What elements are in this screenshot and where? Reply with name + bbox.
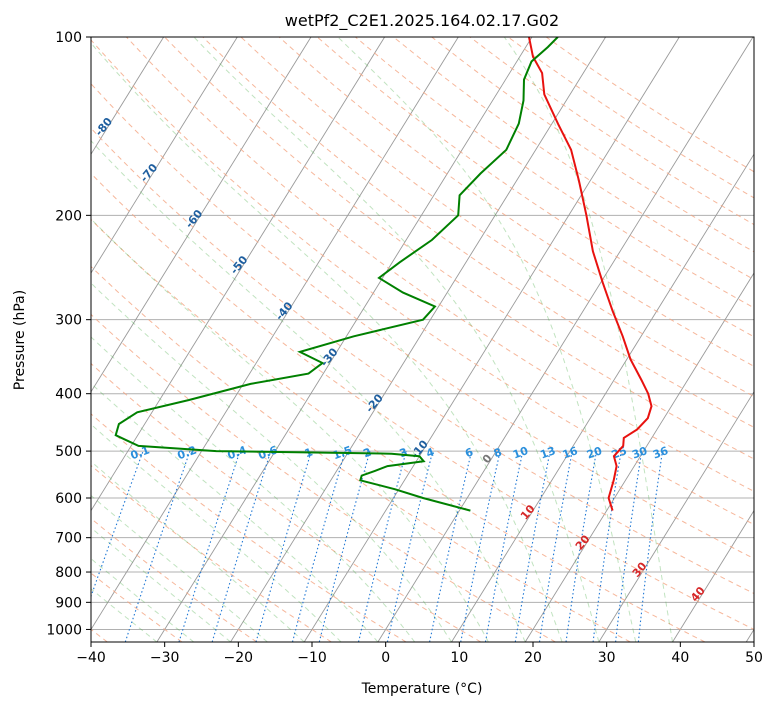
dry-adiabat-80 (91, 39, 754, 526)
mixing-ratio-line-6 (429, 450, 473, 642)
y-tick-label: 500 (55, 444, 82, 460)
x-tick-label: −40 (76, 650, 106, 666)
mixing-ratio-line-2 (318, 450, 371, 642)
dry-adiabat-50 (91, 172, 754, 630)
x-tick-label: −10 (297, 650, 327, 666)
mixing-ratio-line-25 (592, 451, 622, 642)
isotherm-30 (598, 390, 754, 642)
chart-title: wetPf2_C2E1.2025.164.02.17.G02 (285, 11, 559, 31)
mixing-ratio-line-20 (565, 451, 598, 642)
isotherm-0 (377, 37, 754, 642)
mixing-ratio-label: 16 (561, 444, 580, 462)
y-tick-label: 600 (55, 491, 82, 507)
isotherm-10 (451, 153, 754, 642)
x-axis-ticks: −40 −30 −20 −10 0 10 20 30 40 50 (76, 642, 763, 666)
y-tick-label: 100 (55, 30, 82, 46)
y-tick-label: 400 (55, 387, 82, 403)
y-tick-label: 700 (55, 531, 82, 547)
moist-adiabat-15 (91, 218, 489, 642)
y-tick-label: 1000 (46, 622, 82, 638)
mixing-ratio-line-1.5 (291, 450, 346, 642)
mixing-ratio-line-0.4 (178, 450, 241, 642)
dry-adiabat-140 (316, 37, 754, 338)
mixing-ratio-label: 6 (463, 445, 475, 460)
mixing-ratio-label: 8 (492, 445, 504, 460)
mixing-ratio-label: 36 (651, 444, 670, 462)
x-tick-label: 50 (745, 650, 763, 666)
mixing-ratio-lines (91, 450, 664, 642)
isotherm--80 (91, 37, 165, 156)
moist-adiabat--20 (91, 527, 231, 642)
x-axis-label: Temperature (°C) (361, 681, 483, 697)
x-tick-label: 20 (524, 650, 542, 666)
y-tick-label: 800 (55, 565, 82, 581)
mixing-ratio-line-1 (255, 450, 312, 642)
dry-adiabat-100 (164, 37, 754, 460)
x-tick-label: 30 (598, 650, 616, 666)
mixing-ratio-line-0.6 (211, 450, 272, 642)
y-axis-ticks: 100 200 300 400 500 600 700 800 900 1000 (46, 30, 91, 638)
moist-adiabat--30 (91, 588, 158, 642)
mixing-ratio-line-36 (637, 451, 664, 642)
dewpoint-line (114, 37, 559, 512)
moist-adiabat-25 (91, 42, 563, 642)
isopleth-labels: 0.10.20.40.611.52346810131620253036-100-… (92, 115, 708, 604)
isotherm--20 (230, 37, 607, 642)
mixing-ratio-line-4 (386, 450, 434, 642)
mixing-ratio-line-30 (615, 451, 643, 642)
y-tick-label: 200 (55, 208, 82, 224)
mixing-ratio-label: 10 (511, 444, 530, 462)
isotherm-40 (672, 509, 754, 642)
y-axis-label: Pressure (hPa) (12, 290, 28, 390)
moist-adiabat--25 (91, 557, 195, 642)
dry-adiabats (91, 37, 754, 642)
mixing-ratio-label: 30 (630, 444, 649, 462)
dry-adiabat-40 (91, 218, 706, 642)
mixing-ratio-line-0.2 (124, 450, 191, 642)
isotherm--40 (91, 37, 459, 631)
moist-adiabat-0 (91, 382, 379, 642)
mixing-ratio-label: 4 (424, 445, 436, 460)
x-tick-label: −20 (224, 650, 254, 666)
dry-adiabat-0 (91, 413, 407, 642)
mixing-ratio-line-3 (357, 450, 407, 642)
x-tick-label: 0 (381, 650, 390, 666)
temperature-line (528, 37, 653, 511)
moist-adiabat-5 (91, 336, 416, 642)
moist-adiabat-40 (503, 37, 674, 642)
dry-adiabat-120 (240, 37, 754, 398)
dry-adiabat-10 (91, 362, 482, 642)
moist-adiabat-20 (91, 140, 526, 642)
mixing-ratio-label: 0.1 (129, 443, 152, 462)
y-tick-label: 900 (55, 595, 82, 611)
moist-adiabat-10 (91, 282, 453, 642)
mixing-ratio-label: 0.4 (226, 443, 249, 462)
dry-adiabat-60 (91, 127, 754, 595)
isotherm-20 (524, 272, 754, 642)
dry-adiabat--10 (91, 464, 332, 642)
dry-adiabat-70 (91, 83, 754, 560)
mixing-ratio-label: 20 (585, 444, 604, 462)
profile-series (114, 37, 653, 512)
x-tick-label: 40 (671, 650, 689, 666)
x-tick-label: 10 (450, 650, 468, 666)
y-tick-label: 300 (55, 313, 82, 329)
mixing-ratio-label: 3 (398, 446, 410, 461)
isotherm--70 (91, 37, 238, 274)
plot-frame (90, 36, 755, 643)
isotherm--50 (91, 37, 386, 512)
x-tick-label: −30 (150, 650, 180, 666)
dry-adiabat-20 (91, 313, 556, 642)
mixing-ratio-line-0.1 (91, 450, 144, 598)
moist-adiabat-30 (193, 37, 600, 642)
plot-area: 0.10.20.40.611.52346810131620253036-100-… (91, 37, 754, 642)
mixing-ratio-label: 13 (539, 444, 558, 461)
isotherm--60 (91, 37, 312, 393)
moist-adiabats (91, 37, 674, 642)
dry-adiabat--20 (91, 517, 257, 642)
